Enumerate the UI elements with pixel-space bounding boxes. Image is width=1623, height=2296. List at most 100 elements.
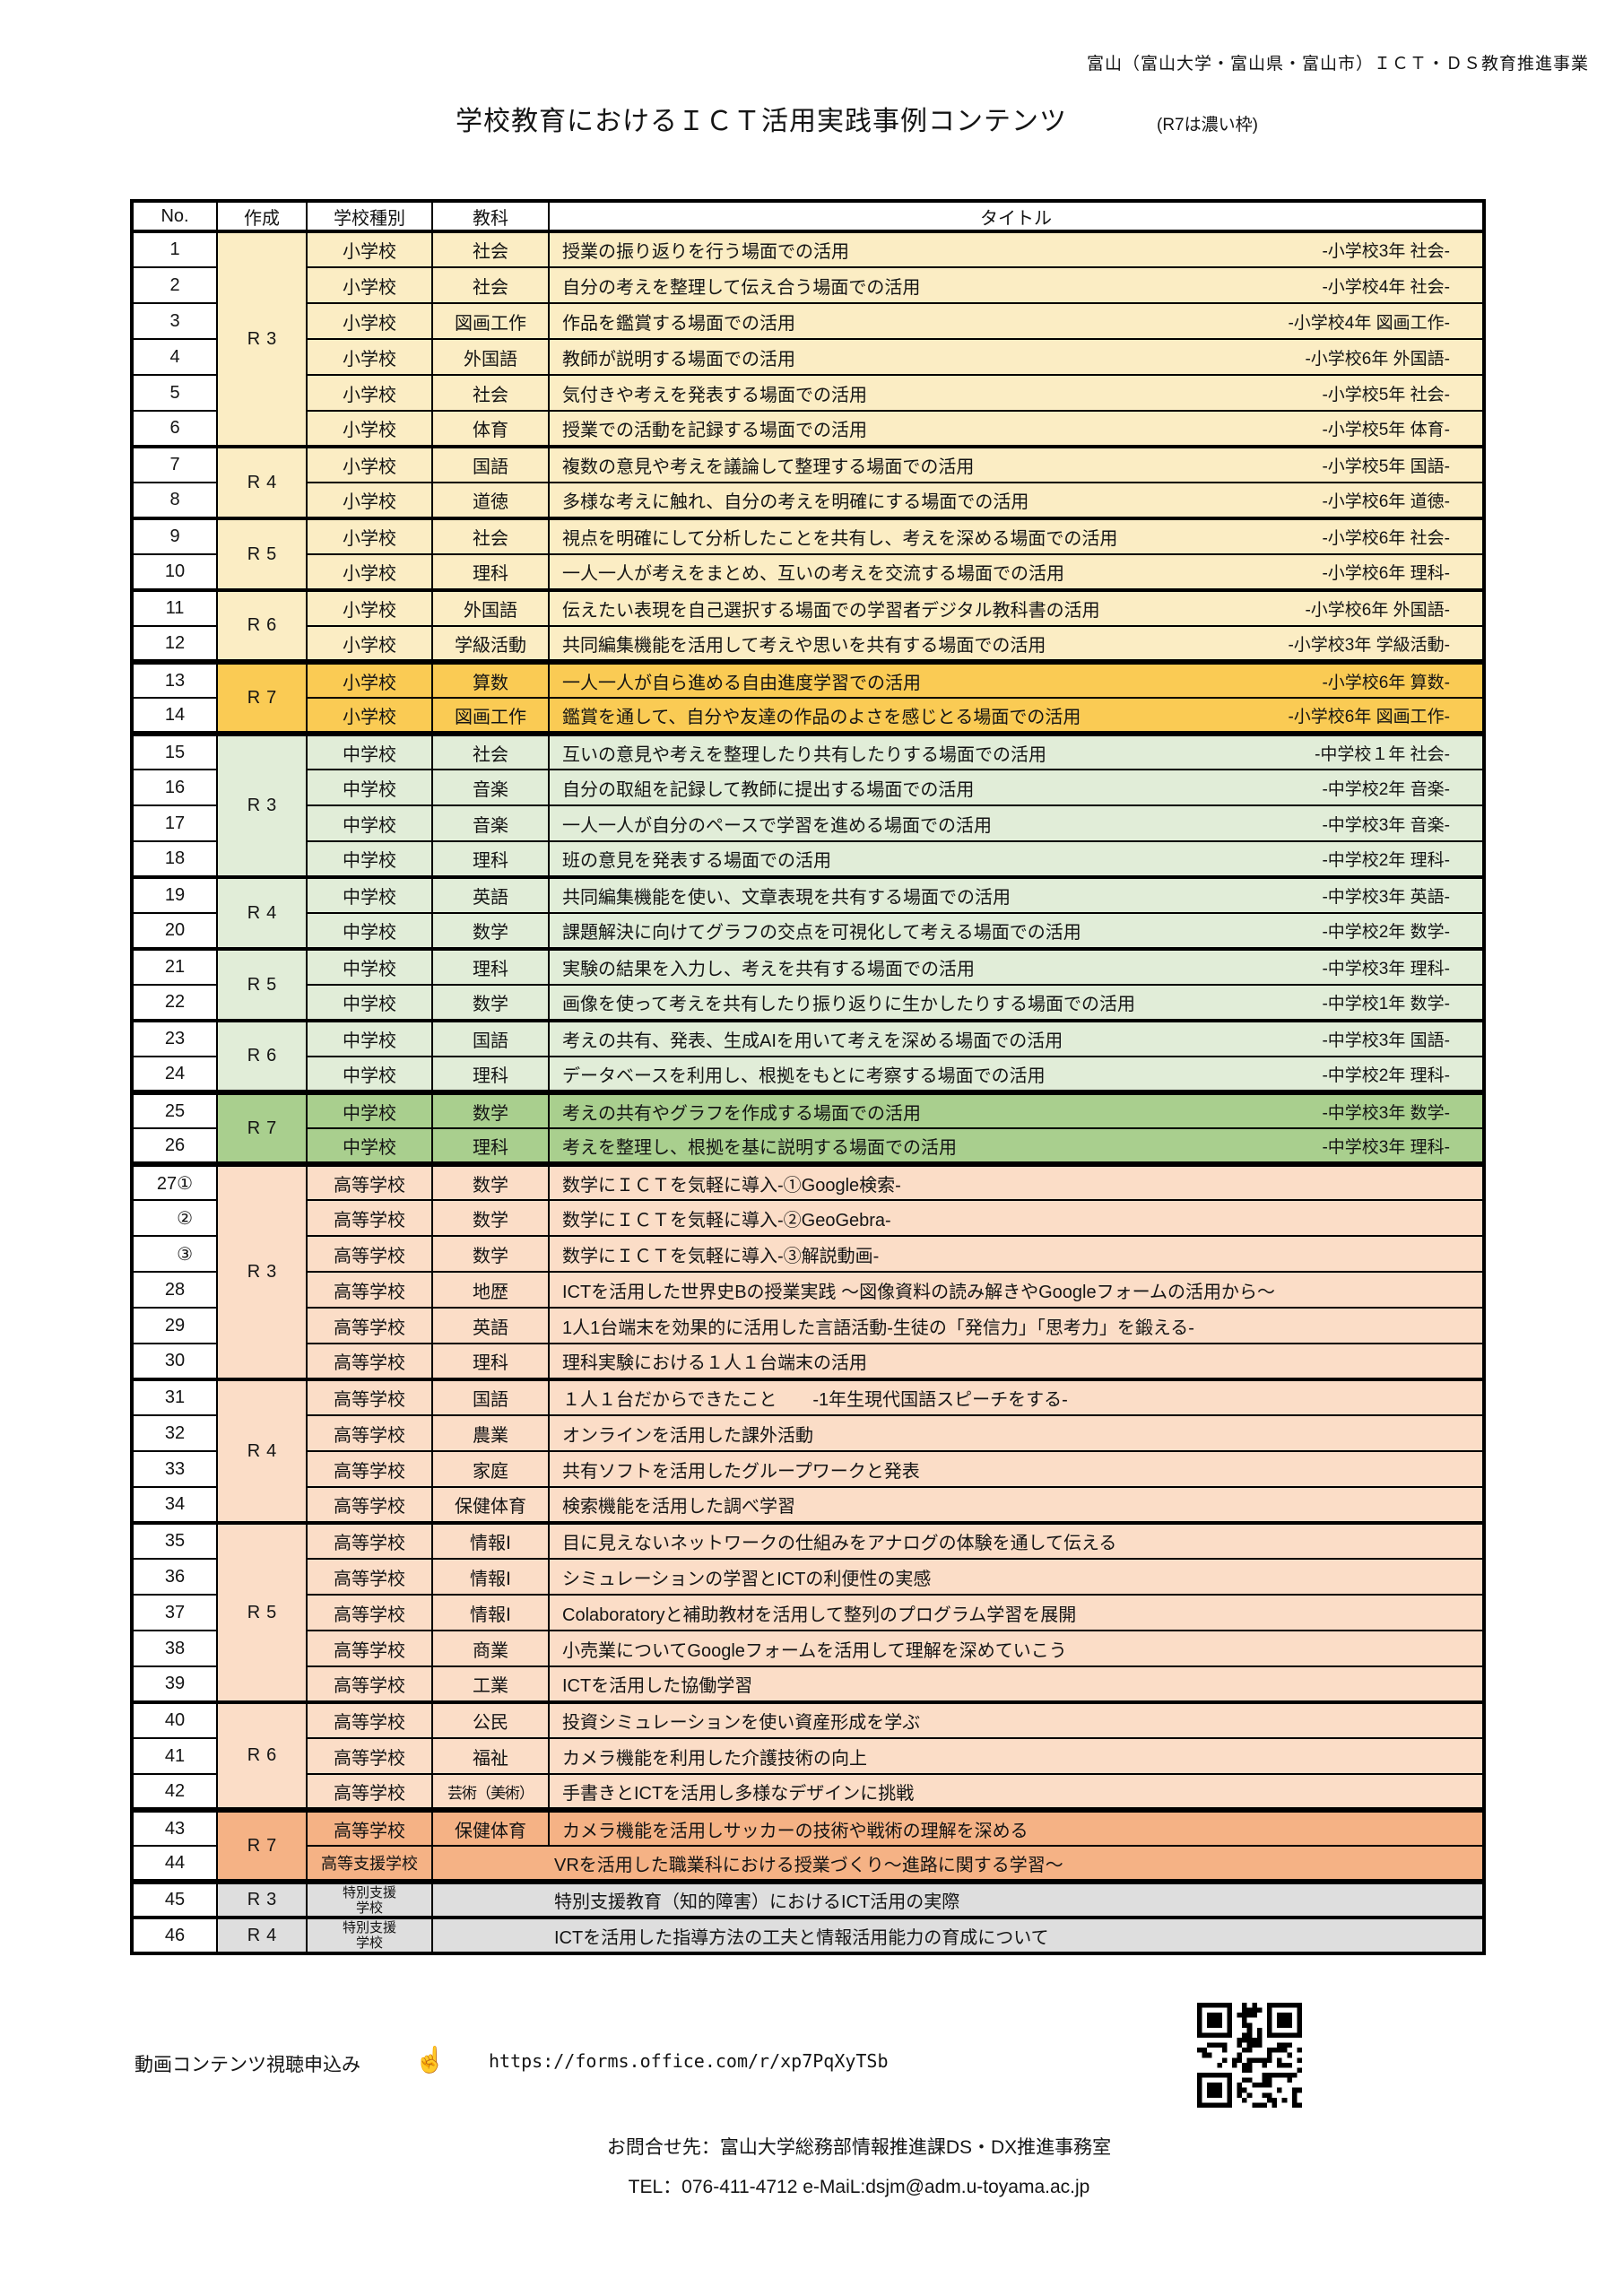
row-number-cell: 20 bbox=[131, 912, 218, 950]
school-type-cell: 特別支援 学校 bbox=[306, 1879, 433, 1918]
table-row: 2 小学校 社会 自分の考えを整理して伝え合う場面での活用 -小学校4年 社会- bbox=[131, 266, 1485, 304]
school-type-cell: 小学校 bbox=[306, 553, 433, 591]
title-cell: 授業の振り返りを行う場面での活用 -小学校3年 社会- bbox=[548, 230, 1485, 268]
row-number-cell: 13 bbox=[131, 659, 218, 699]
title-text: カメラ機能を活用しサッカーの技術や戦術の理解を深める bbox=[562, 1821, 1028, 1841]
table-row: 38 高等学校 商業 小売業についてGoogleフォームを活用して理解を深めていこう bbox=[131, 1630, 1485, 1667]
school-type-cell: 中学校 bbox=[306, 1090, 433, 1129]
title-text: 投資シミュレーションを使い資産形成を学ぶ bbox=[562, 1713, 921, 1733]
title-cell: 考えの共有やグラフを作成する場面での活用 -中学校3年 数学- bbox=[548, 1090, 1485, 1129]
grade-tag: -小学校4年 図画工作- bbox=[1288, 313, 1450, 333]
subject-cell: 情報Ⅰ bbox=[431, 1558, 550, 1596]
school-type-cell: 小学校 bbox=[306, 482, 433, 519]
table-row: 32 高等学校 農業 オンラインを活用した課外活動 bbox=[131, 1414, 1485, 1452]
title-text: 自分の取組を記録して教師に提出する場面での活用 bbox=[562, 779, 975, 800]
grade-tag: -小学校6年 社会- bbox=[1322, 529, 1450, 548]
school-type-cell: 高等学校 bbox=[306, 1378, 433, 1416]
title-text: 課題解決に向けてグラフの交点を可視化して考える場面での活用 bbox=[562, 923, 1081, 943]
title-text: ICTを活用した世界史Bの授業実践 ～図像資料の読み解きやGoogleフォームの… bbox=[562, 1282, 1276, 1302]
school-type-cell: 中学校 bbox=[306, 984, 433, 1022]
table-row: 13 R7 小学校 算数 一人一人が自ら進める自由進度学習での活用 -小学校6年 算数- bbox=[131, 659, 1485, 735]
grade-tag: -小学校3年 学級活動- bbox=[1288, 635, 1450, 655]
table-row: 12 小学校 学級活動 共同編集機能を活用して考えや思いを共有する場面での活用 -小学校… bbox=[131, 625, 1485, 663]
subject-cell: 工業 bbox=[431, 1665, 550, 1703]
row-number-cell: 1 bbox=[131, 230, 218, 268]
title-text: オンラインを活用した課外活動 bbox=[562, 1425, 813, 1446]
table-row: 22 中学校 数学 画像を使って考えを共有したり振り返りに生かしたりする場面での活用 -… bbox=[131, 984, 1485, 1022]
school-type-cell: 中学校 bbox=[306, 947, 433, 986]
row-number-cell: 43 bbox=[131, 1807, 218, 1847]
subject-cell: 数学 bbox=[431, 1235, 550, 1273]
row-number-cell: 10 bbox=[131, 553, 218, 591]
page-title: 学校教育におけるＩＣＴ活用実践事例コンテンツ bbox=[456, 107, 1067, 136]
grade-tag: -中学校3年 理科- bbox=[1322, 960, 1450, 978]
table-row: 30 高等学校 理科 理科実験における１人１台端末の活用 bbox=[131, 1343, 1485, 1380]
column-header-title: タイトル bbox=[548, 200, 1485, 233]
subject-cell: 公民 bbox=[431, 1700, 550, 1739]
table-row: 29 高等学校 英語 1人1台端末を効果的に活用した言語活動-生徒の「発信力」「思考力… bbox=[131, 1307, 1485, 1344]
table-row: 33 高等学校 家庭 共有ソフトを活用したグループワークと発表 bbox=[131, 1450, 1485, 1488]
row-number-cell: 27① bbox=[131, 1161, 218, 1201]
subject-cell: 外国語 bbox=[431, 588, 550, 627]
title-cell: 実験の結果を入力し、考えを共有する場面での活用 -中学校3年 理科- bbox=[548, 947, 1485, 986]
title-cell: 共同編集機能を活用して考えや思いを共有する場面での活用 -小学校3年 学級活動- bbox=[548, 625, 1485, 663]
table-row: 26 中学校 理科 考えを整理し、根拠を基に説明する場面での活用 -中学校3年 理科- bbox=[131, 1127, 1485, 1165]
title-cell: 目に見えないネットワークの仕組みをアナログの体験を通して伝える bbox=[548, 1521, 1485, 1560]
table-row: 6 小学校 体育 授業での活動を記録する場面での活用 -小学校5年 体育- bbox=[131, 410, 1485, 448]
grade-tag: -小学校4年 社会- bbox=[1322, 277, 1450, 297]
subject-cell: 道徳 bbox=[431, 482, 550, 519]
table-row: 43 R7 高等学校 保健体育 カメラ機能を活用しサッカーの技術や戦術の理解を深める bbox=[131, 1807, 1485, 1883]
subject-cell: 社会 bbox=[431, 266, 550, 304]
tel-line: TEL：076-411-4712 e-MaiL:dsjm@adm.u-toyam… bbox=[628, 2177, 1090, 2197]
table-row: 18 中学校 理科 班の意見を発表する場面での活用 -中学校2年 理科- bbox=[131, 840, 1485, 878]
column-header-school-type: 学校種別 bbox=[306, 200, 433, 233]
title-text: 班の意見を発表する場面での活用 bbox=[562, 851, 831, 871]
era-cell: R6 bbox=[216, 588, 308, 663]
school-type-cell: 中学校 bbox=[306, 912, 433, 950]
era-cell: R5 bbox=[216, 517, 308, 591]
school-type-cell: 小学校 bbox=[306, 625, 433, 663]
title-text: 数学にＩＣＴを気軽に導入-②GeoGebra- bbox=[562, 1210, 891, 1231]
title-cell: 自分の考えを整理して伝え合う場面での活用 -小学校4年 社会- bbox=[548, 266, 1485, 304]
school-type-cell: 高等学校 bbox=[306, 1307, 433, 1344]
era-cell: R7 bbox=[216, 659, 308, 735]
row-number-cell: 8 bbox=[131, 482, 218, 519]
title-text: 数学にＩＣＴを気軽に導入-①Google検索- bbox=[562, 1175, 901, 1196]
title-text: 一人一人が考えをまとめ、互いの考えを交流する場面での活用 bbox=[562, 564, 1064, 584]
row-number-cell: 16 bbox=[131, 769, 218, 806]
row-number-cell: 28 bbox=[131, 1271, 218, 1309]
school-type-cell: 高等学校 bbox=[306, 1558, 433, 1596]
row-number-cell: 39 bbox=[131, 1665, 218, 1703]
school-type-cell: 小学校 bbox=[306, 338, 433, 376]
row-number-cell: 9 bbox=[131, 517, 218, 555]
title-cell: 自分の取組を記録して教師に提出する場面での活用 -中学校2年 音楽- bbox=[548, 769, 1485, 806]
subject-cell: 数学 bbox=[431, 1199, 550, 1237]
title-cell: VRを活用した職業科における授業づくり～進路に関する学習～ bbox=[431, 1845, 1485, 1883]
era-cell: R6 bbox=[216, 1019, 308, 1093]
school-type-cell: 中学校 bbox=[306, 1019, 433, 1057]
title-cell: 一人一人が自ら進める自由進度学習での活用 -小学校6年 算数- bbox=[548, 659, 1485, 699]
title-text: 鑑賞を通して、自分や友達の作品のよさを感じとる場面での活用 bbox=[562, 707, 1081, 727]
school-type-cell: 高等学校 bbox=[306, 1773, 433, 1811]
title-text: 共同編集機能を活用して考えや思いを共有する場面での活用 bbox=[562, 635, 1046, 656]
school-type-cell: 小学校 bbox=[306, 588, 433, 627]
table-row: 11 R6 小学校 外国語 伝えたい表現を自己選択する場面での学習者デジタル教科書の活用… bbox=[131, 588, 1485, 663]
school-type-cell: 中学校 bbox=[306, 1056, 433, 1093]
title-cell: 互いの意見や考えを整理したり共有したりする場面での活用 -中学校１年 社会- bbox=[548, 731, 1485, 770]
grade-tag: -小学校6年 外国語- bbox=[1305, 349, 1450, 369]
apply-label: 動画コンテンツ視聴申込み bbox=[135, 2055, 360, 2075]
table-row: 34 高等学校 保健体育 検索機能を活用した調べ学習 bbox=[131, 1486, 1485, 1524]
row-number-cell: 4 bbox=[131, 338, 218, 376]
school-type-cell: 小学校 bbox=[306, 374, 433, 412]
title-text: 手書きとICTを活用し多様なデザインに挑戦 bbox=[562, 1783, 915, 1804]
table-row: 17 中学校 音楽 一人一人が自分のペースで学習を進める場面での活用 -中学校3年 音楽… bbox=[131, 804, 1485, 842]
row-number-cell: 5 bbox=[131, 374, 218, 412]
table-row: 10 小学校 理科 一人一人が考えをまとめ、互いの考えを交流する場面での活用 -小学校6… bbox=[131, 553, 1485, 591]
row-number-cell: 14 bbox=[131, 697, 218, 735]
row-number-cell: 7 bbox=[131, 445, 218, 483]
title-cell: 数学にＩＣＴを気軽に導入-③解説動画- bbox=[548, 1235, 1485, 1273]
grade-tag: -小学校5年 国語- bbox=[1322, 457, 1450, 476]
table-row: ② 高等学校 数学 数学にＩＣＴを気軽に導入-②GeoGebra- bbox=[131, 1199, 1485, 1237]
table-row: 31 R4 高等学校 国語 １人１台だからできたこと -1年生現代国語スピーチをする- bbox=[131, 1378, 1485, 1524]
table-row: 19 R4 中学校 英語 共同編集機能を使い、文章表現を共有する場面での活用 -中学校3年… bbox=[131, 875, 1485, 950]
